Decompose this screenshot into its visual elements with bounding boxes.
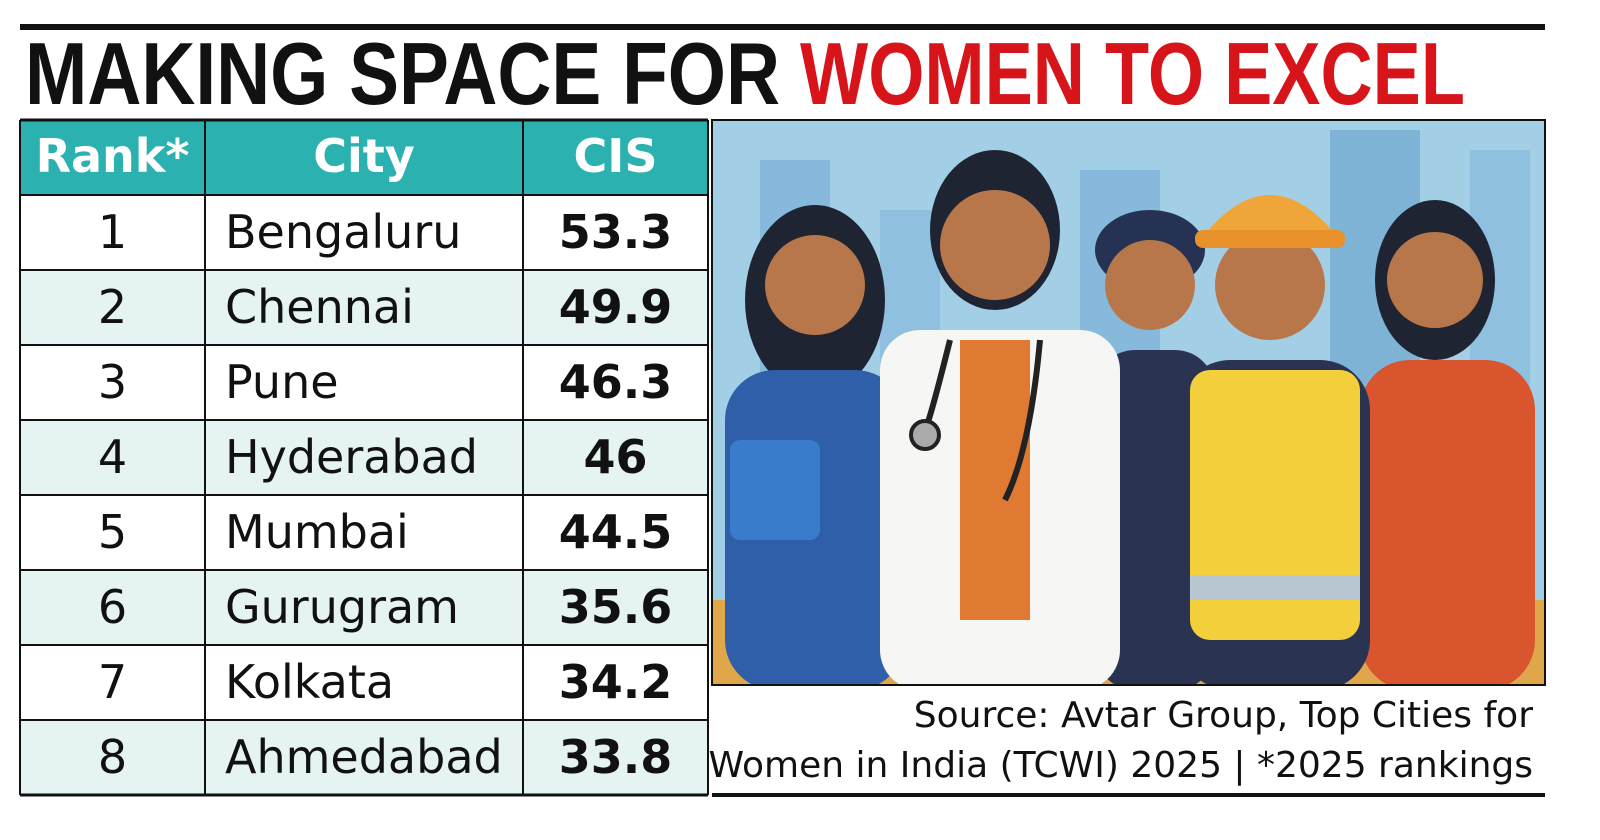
rank: 2 xyxy=(98,280,127,334)
table-row xyxy=(20,645,708,720)
city: Kolkata xyxy=(225,655,394,709)
illustration xyxy=(712,120,1545,685)
city: Hyderabad xyxy=(225,430,478,484)
rank: 7 xyxy=(98,655,127,709)
rank: 3 xyxy=(98,355,127,409)
illustration-frame xyxy=(711,119,1546,686)
column-header: Rank* xyxy=(36,129,190,183)
cis-score: 49.9 xyxy=(559,280,673,334)
column-header: CIS xyxy=(573,129,657,183)
source-line: Women in India (TCWI) 2025 | *2025 ranki… xyxy=(709,745,1533,786)
rank: 4 xyxy=(98,430,127,484)
cis-score: 46 xyxy=(583,430,647,484)
table-row xyxy=(20,195,708,270)
cis-score: 33.8 xyxy=(559,730,673,784)
city: Mumbai xyxy=(225,505,409,559)
cis-score: 35.6 xyxy=(559,580,673,634)
table-row xyxy=(20,495,708,570)
city: Chennai xyxy=(225,280,414,334)
city: Ahmedabad xyxy=(225,730,503,784)
source-line: Source: Avtar Group, Top Cities for xyxy=(914,695,1533,736)
table-row xyxy=(20,345,708,420)
table-row xyxy=(20,720,708,795)
city: Gurugram xyxy=(225,580,459,634)
top-rule xyxy=(20,24,1545,30)
table-row xyxy=(20,570,708,645)
cis-score: 53.3 xyxy=(559,205,673,259)
cis-score: 46.3 xyxy=(559,355,673,409)
rank: 5 xyxy=(98,505,127,559)
table-row xyxy=(20,420,708,495)
table-row xyxy=(20,270,708,345)
column-header: City xyxy=(313,129,415,183)
cis-score: 34.2 xyxy=(559,655,673,709)
bottom-rule xyxy=(712,793,1545,797)
cis-score: 44.5 xyxy=(559,505,673,559)
header-row xyxy=(20,120,708,195)
title-red: WOMEN TO EXCEL xyxy=(800,24,1465,123)
rank: 8 xyxy=(98,730,127,784)
ranking-table: Rank* City CIS 1 Bengaluru 53.3 2 Chennai 49.9 3 P… xyxy=(19,118,709,797)
city: Bengaluru xyxy=(225,205,461,259)
rank: 6 xyxy=(98,580,127,634)
rank: 1 xyxy=(98,205,127,259)
title-black: MAKING SPACE FOR xyxy=(25,24,780,123)
city: Pune xyxy=(225,355,339,409)
